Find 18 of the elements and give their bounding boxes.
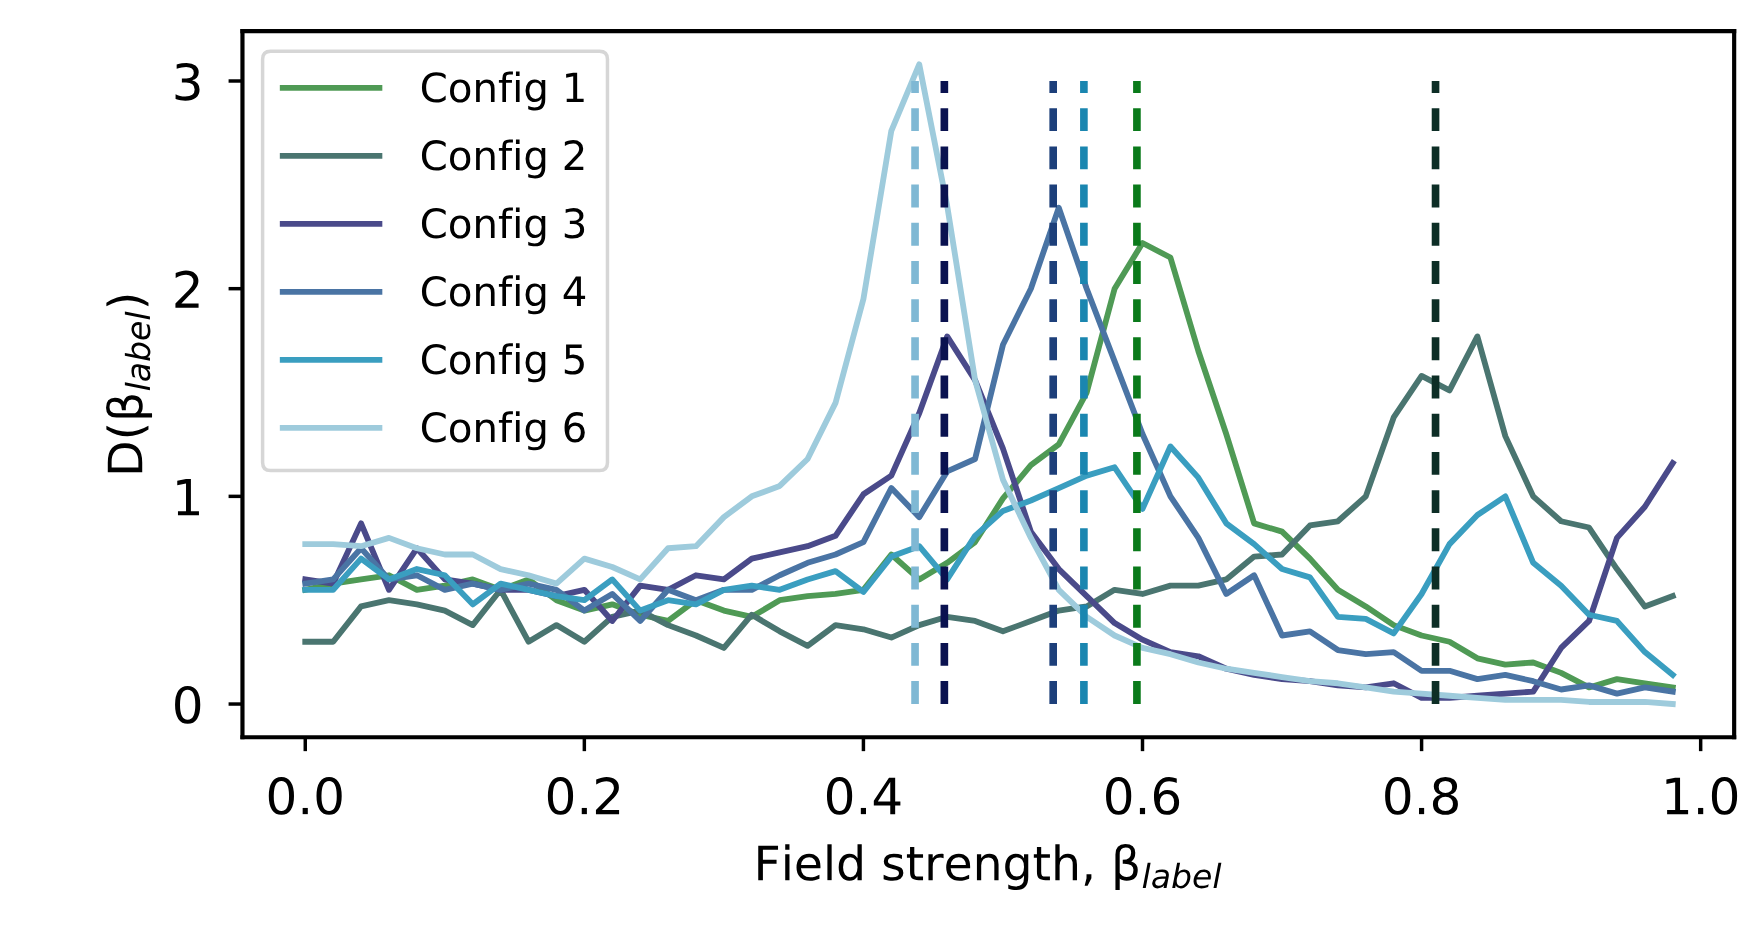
x-tick-label: 0.6 [1106,777,1180,815]
y-tick-label: 3 [175,62,200,101]
legend-label: Config 4 [421,275,586,315]
x-tick-label: 0.4 [826,777,901,815]
legend-label: Config 6 [421,411,585,451]
legend-label: Config 1 [421,71,584,111]
x-axis-title: Field strength, β$_{label}$ [758,843,1222,890]
y-tick-label: 1 [177,478,199,516]
y-tick-label: 2 [175,270,199,308]
x-tick-label: 1.0 [1666,777,1738,815]
x-tick-label: 0.2 [547,777,620,815]
x-tick-label: 0.8 [1385,777,1458,815]
legend-label: Config 3 [421,207,585,247]
legend-label: Config 5 [421,343,584,383]
x-tick-label: 0.0 [268,777,342,815]
y-axis-title: D(β$_{label}$) [106,295,153,473]
y-tick-label: 0 [175,685,201,724]
legend-label: Config 2 [421,139,584,179]
